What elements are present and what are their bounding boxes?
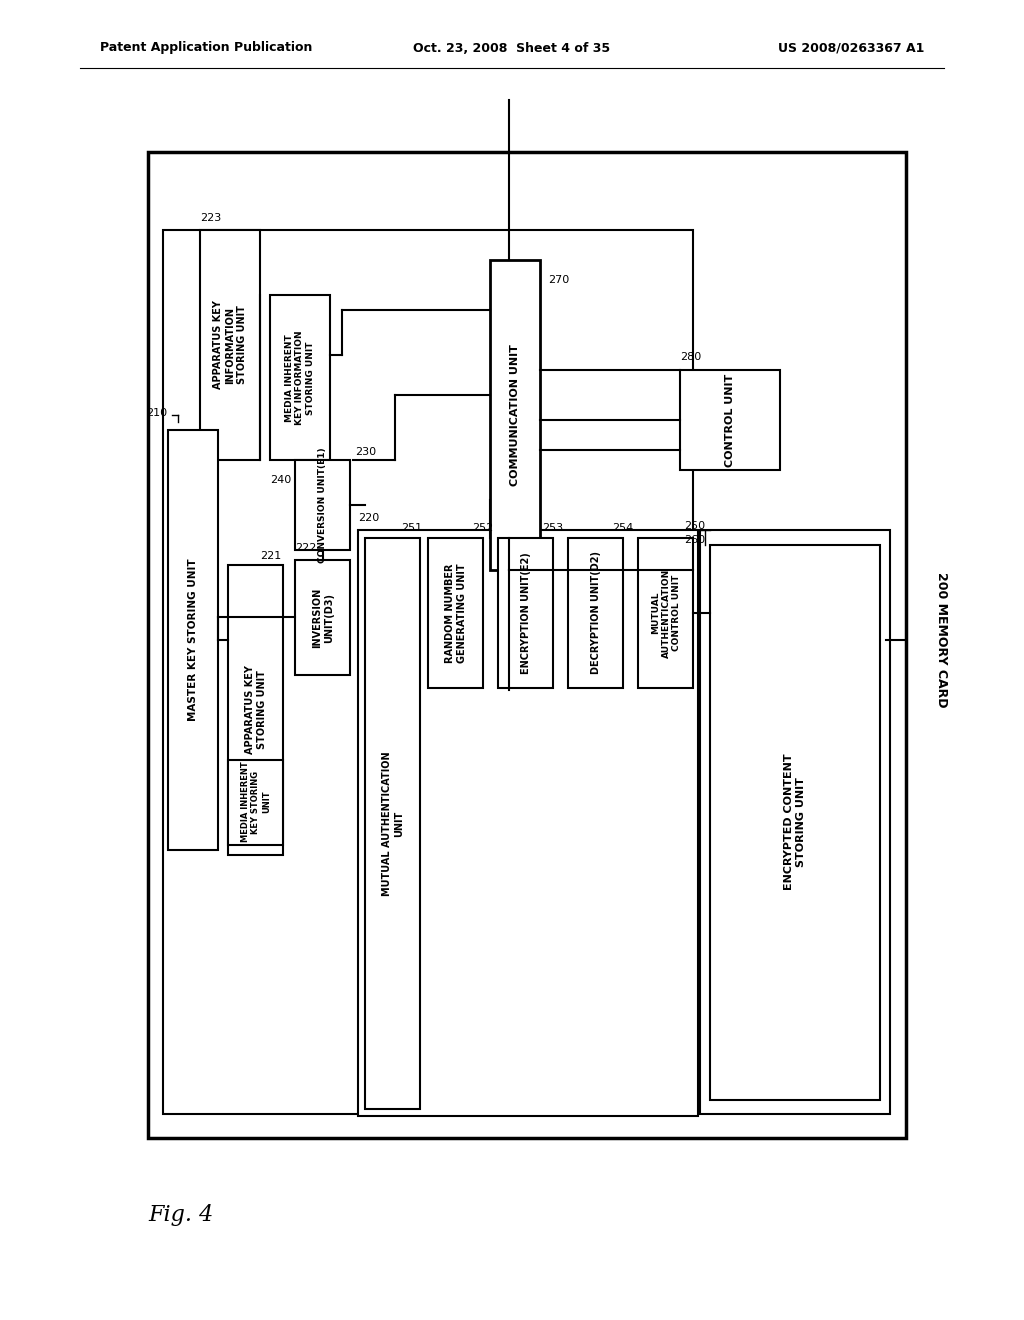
Text: 251: 251 xyxy=(400,523,422,533)
Text: Patent Application Publication: Patent Application Publication xyxy=(100,41,312,54)
Bar xyxy=(365,539,420,1109)
Text: COMMUNICATION UNIT: COMMUNICATION UNIT xyxy=(510,345,520,486)
Text: 223: 223 xyxy=(200,213,221,223)
Bar xyxy=(428,539,483,688)
Bar xyxy=(270,294,330,459)
Bar xyxy=(148,152,906,1138)
Text: DECRYPTION UNIT(D2): DECRYPTION UNIT(D2) xyxy=(591,552,601,675)
Text: MEDIA INHERENT
KEY INFORMATION
STORING UNIT: MEDIA INHERENT KEY INFORMATION STORING U… xyxy=(285,331,315,425)
Bar xyxy=(638,539,693,688)
Text: 210: 210 xyxy=(145,408,167,418)
Text: 222: 222 xyxy=(295,543,316,553)
Bar xyxy=(228,565,283,855)
Text: ENCRYPTION UNIT(E2): ENCRYPTION UNIT(E2) xyxy=(521,552,531,675)
Bar xyxy=(700,531,890,1114)
Bar xyxy=(163,230,693,1114)
Text: MUTUAL AUTHENTICATION
UNIT: MUTUAL AUTHENTICATION UNIT xyxy=(382,751,403,896)
Text: 253: 253 xyxy=(542,523,563,533)
Bar xyxy=(568,539,623,688)
Text: 230: 230 xyxy=(355,447,376,457)
Bar xyxy=(228,760,283,845)
Bar xyxy=(295,459,350,550)
Text: MASTER KEY STORING UNIT: MASTER KEY STORING UNIT xyxy=(188,558,198,721)
Bar xyxy=(168,430,218,850)
Text: 221: 221 xyxy=(260,550,282,561)
Text: 252: 252 xyxy=(472,523,493,533)
Text: 220: 220 xyxy=(358,513,379,523)
Text: MEDIA INHERENT
KEY STORING
UNIT: MEDIA INHERENT KEY STORING UNIT xyxy=(241,762,271,842)
Text: ENCRYPTED CONTENT
STORING UNIT: ENCRYPTED CONTENT STORING UNIT xyxy=(784,754,806,890)
Text: Oct. 23, 2008  Sheet 4 of 35: Oct. 23, 2008 Sheet 4 of 35 xyxy=(414,41,610,54)
Text: 200 MEMORY CARD: 200 MEMORY CARD xyxy=(936,573,948,708)
Text: 280: 280 xyxy=(680,352,701,362)
Text: 250: 250 xyxy=(684,521,705,531)
Text: CONVERSION UNIT(E1): CONVERSION UNIT(E1) xyxy=(318,447,328,562)
Bar xyxy=(490,260,540,570)
Text: Fig. 4: Fig. 4 xyxy=(148,1204,213,1226)
Bar xyxy=(710,545,880,1100)
Bar xyxy=(200,230,260,459)
Text: RANDOM NUMBER
GENERATING UNIT: RANDOM NUMBER GENERATING UNIT xyxy=(445,564,467,663)
Text: APPARATUS KEY
STORING UNIT: APPARATUS KEY STORING UNIT xyxy=(245,665,267,755)
Text: MUTUAL
AUTHENTICATION
CONTROL UNIT: MUTUAL AUTHENTICATION CONTROL UNIT xyxy=(651,569,681,657)
Bar xyxy=(295,560,350,675)
Text: 270: 270 xyxy=(548,275,569,285)
Text: APPARATUS KEY
INFORMATION
STORING UNIT: APPARATUS KEY INFORMATION STORING UNIT xyxy=(213,301,247,389)
Bar xyxy=(680,370,780,470)
Text: CONTROL UNIT: CONTROL UNIT xyxy=(725,374,735,467)
Bar xyxy=(358,531,698,1115)
Text: 240: 240 xyxy=(270,475,291,484)
Text: 260: 260 xyxy=(684,535,705,545)
Text: 254: 254 xyxy=(611,523,633,533)
Text: INVERSION
UNIT(D3): INVERSION UNIT(D3) xyxy=(312,587,334,648)
Text: US 2008/0263367 A1: US 2008/0263367 A1 xyxy=(777,41,924,54)
Bar xyxy=(498,539,553,688)
